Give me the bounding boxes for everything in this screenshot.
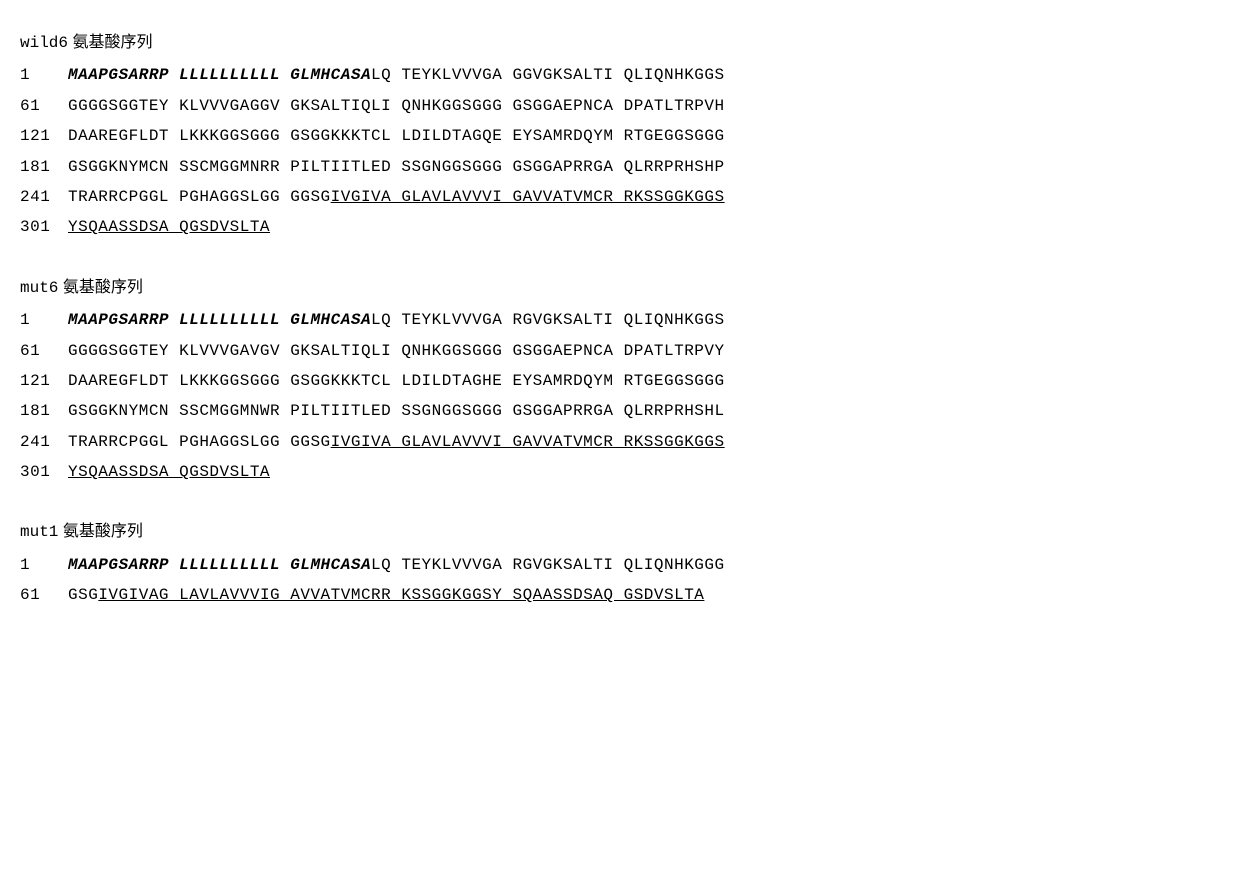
sequence-segment: LQ TEYKLVVVGA RGVGKSALTI QLIQNHKGGS xyxy=(371,311,725,329)
sequence-title-cn: 氨基酸序列 xyxy=(58,523,142,540)
sequence-line: 1MAAPGSARRP LLLLLLLLLL GLMHCASALQ TEYKLV… xyxy=(20,550,1220,580)
sequence-title-cn: 氨基酸序列 xyxy=(58,279,142,296)
sequence-line: 61GGGGSGGTEY KLVVVGAGGV GKSALTIQLI QNHKG… xyxy=(20,91,1220,121)
sequence-segment: MAAPGSARRP LLLLLLLLLL GLMHCASA xyxy=(68,311,371,329)
sequence-segment: LQ TEYKLVVVGA GGVGKSALTI QLIQNHKGGS xyxy=(371,66,725,84)
sequence-segment: YSQAASSDSA QGSDVSLTA xyxy=(68,218,270,236)
sequence-segment: GGGGSGGTEY KLVVVGAGGV GKSALTIQLI QNHKGGS… xyxy=(68,97,725,115)
sequence-segment: DAAREGFLDT LKKKGGSGGG GSGGKKKTCL LDILDTA… xyxy=(68,372,725,390)
sequence-line: 241TRARRCPGGL PGHAGGSLGG GGSGIVGIVA GLAV… xyxy=(20,182,1220,212)
sequence-block: mut6 氨基酸序列1MAAPGSARRP LLLLLLLLLL GLMHCAS… xyxy=(20,273,1220,488)
sequence-segment: GGGGSGGTEY KLVVVGAVGV GKSALTIQLI QNHKGGS… xyxy=(68,342,725,360)
sequence-title: mut6 氨基酸序列 xyxy=(20,273,1220,303)
sequence-segment: TRARRCPGGL PGHAGGSLGG GGSG xyxy=(68,433,331,451)
position-label: 121 xyxy=(20,121,68,151)
sequence-name: wild6 xyxy=(20,34,68,52)
sequence-segment: MAAPGSARRP LLLLLLLLLL GLMHCASA xyxy=(68,66,371,84)
position-label: 301 xyxy=(20,212,68,242)
sequence-line: 121DAAREGFLDT LKKKGGSGGG GSGGKKKTCL LDIL… xyxy=(20,121,1220,151)
sequence-segment: IVGIVA GLAVLAVVVI GAVVATVMCR RKSSGGKGGS xyxy=(331,433,725,451)
sequence-title: mut1 氨基酸序列 xyxy=(20,517,1220,547)
position-label: 241 xyxy=(20,427,68,457)
position-label: 181 xyxy=(20,396,68,426)
position-label: 121 xyxy=(20,366,68,396)
position-label: 61 xyxy=(20,336,68,366)
position-label: 61 xyxy=(20,580,68,610)
position-label: 1 xyxy=(20,305,68,335)
sequence-line: 61GSGIVGIVAG LAVLAVVVIG AVVATVMCRR KSSGG… xyxy=(20,580,1220,610)
sequence-name: mut6 xyxy=(20,279,58,297)
sequence-line: 1MAAPGSARRP LLLLLLLLLL GLMHCASALQ TEYKLV… xyxy=(20,305,1220,335)
sequence-line: 241TRARRCPGGL PGHAGGSLGG GGSGIVGIVA GLAV… xyxy=(20,427,1220,457)
position-label: 241 xyxy=(20,182,68,212)
sequence-line: 61GGGGSGGTEY KLVVVGAVGV GKSALTIQLI QNHKG… xyxy=(20,336,1220,366)
sequence-block: mut1 氨基酸序列1MAAPGSARRP LLLLLLLLLL GLMHCAS… xyxy=(20,517,1220,610)
sequence-line: 181GSGGKNYMCN SSCMGGMNWR PILTIITLED SSGN… xyxy=(20,396,1220,426)
sequence-segment: TRARRCPGGL PGHAGGSLGG GGSG xyxy=(68,188,331,206)
position-label: 181 xyxy=(20,152,68,182)
sequence-block: wild6 氨基酸序列1MAAPGSARRP LLLLLLLLLL GLMHCA… xyxy=(20,28,1220,243)
sequence-title: wild6 氨基酸序列 xyxy=(20,28,1220,58)
sequence-segment: GSGGKNYMCN SSCMGGMNWR PILTIITLED SSGNGGS… xyxy=(68,402,725,420)
position-label: 1 xyxy=(20,60,68,90)
sequence-segment: DAAREGFLDT LKKKGGSGGG GSGGKKKTCL LDILDTA… xyxy=(68,127,725,145)
sequence-segment: LQ TEYKLVVVGA RGVGKSALTI QLIQNHKGGG xyxy=(371,556,725,574)
sequence-line: 301YSQAASSDSA QGSDVSLTA xyxy=(20,457,1220,487)
sequence-segment: MAAPGSARRP LLLLLLLLLL GLMHCASA xyxy=(68,556,371,574)
sequence-line: 121DAAREGFLDT LKKKGGSGGG GSGGKKKTCL LDIL… xyxy=(20,366,1220,396)
sequence-segment: IVGIVA GLAVLAVVVI GAVVATVMCR RKSSGGKGGS xyxy=(331,188,725,206)
sequence-title-cn: 氨基酸序列 xyxy=(68,34,152,51)
sequence-line: 1MAAPGSARRP LLLLLLLLLL GLMHCASALQ TEYKLV… xyxy=(20,60,1220,90)
position-label: 1 xyxy=(20,550,68,580)
sequence-segment: GSGGKNYMCN SSCMGGMNRR PILTIITLED SSGNGGS… xyxy=(68,158,725,176)
position-label: 301 xyxy=(20,457,68,487)
sequence-segment: YSQAASSDSA QGSDVSLTA xyxy=(68,463,270,481)
sequence-name: mut1 xyxy=(20,523,58,541)
sequence-segment: IVGIVAG LAVLAVVVIG AVVATVMCRR KSSGGKGGSY… xyxy=(98,586,704,604)
position-label: 61 xyxy=(20,91,68,121)
sequence-line: 301YSQAASSDSA QGSDVSLTA xyxy=(20,212,1220,242)
sequence-line: 181GSGGKNYMCN SSCMGGMNRR PILTIITLED SSGN… xyxy=(20,152,1220,182)
sequence-segment: GSG xyxy=(68,586,98,604)
